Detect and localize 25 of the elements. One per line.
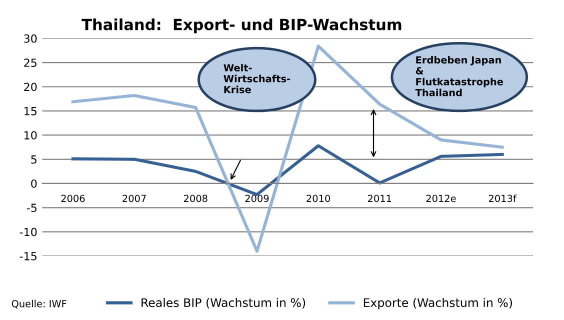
y-tick-label: 5 bbox=[31, 155, 36, 164]
y-tick-label: 25 bbox=[24, 58, 36, 67]
y-tick-label: -15 bbox=[20, 252, 36, 260]
y-tick-label: 10 bbox=[24, 131, 37, 140]
line-series bbox=[71, 144, 504, 196]
legend-label: Exporte (Wachstum in %) bbox=[364, 298, 512, 310]
y-tick-label: -5 bbox=[26, 204, 36, 212]
x-tick-label: 2011 bbox=[368, 194, 392, 202]
chart-title: Thailand: Export- und BIP-Wachstum bbox=[82, 18, 402, 34]
y-tick-label: 15 bbox=[24, 107, 36, 116]
x-tick-label: 2009 bbox=[245, 194, 269, 202]
x-tick-label: 2012e bbox=[426, 194, 456, 202]
x-tick-label: 2013f bbox=[488, 194, 517, 202]
legend-label: Reales BIP (Wachstum in %) bbox=[142, 298, 306, 308]
x-tick-label: 2006 bbox=[61, 194, 85, 202]
annotation: Welt- Wirtschafts- Krise bbox=[224, 64, 290, 94]
x-tick-label: 2007 bbox=[122, 194, 146, 202]
y-tick-label: 0 bbox=[31, 179, 37, 188]
source-note: Quelle: IWF bbox=[12, 300, 66, 308]
y-tick-label: 30 bbox=[24, 34, 37, 43]
x-tick-label: 2008 bbox=[184, 194, 208, 202]
y-tick-label: 20 bbox=[24, 82, 37, 92]
x-tick-label: 2010 bbox=[306, 194, 330, 202]
annotation: Erdbeben Japan & Flutkatastrophe Thailand bbox=[415, 56, 503, 96]
y-tick-label: -10 bbox=[20, 228, 37, 236]
